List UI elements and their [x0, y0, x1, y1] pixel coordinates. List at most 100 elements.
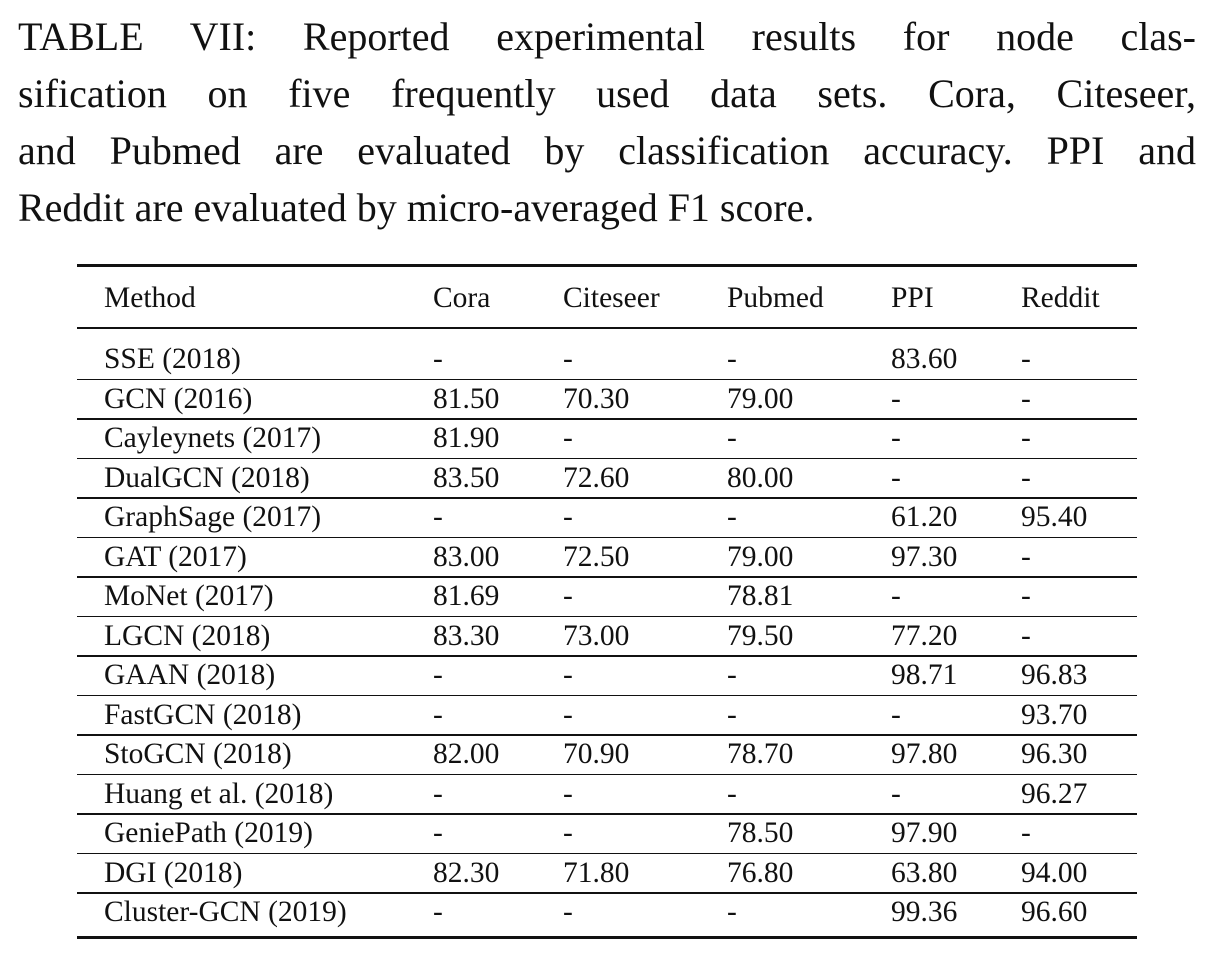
table-cell: 81.69	[433, 580, 500, 612]
table-cell: 78.70	[727, 738, 794, 770]
table-cell: -	[1021, 540, 1031, 573]
table-cell: DGI (2018)	[104, 856, 243, 889]
table-cell: 70.90	[563, 738, 630, 770]
table-cell: -	[433, 817, 443, 849]
table-cell: 61.20	[891, 501, 958, 533]
table-cell: -	[1021, 461, 1031, 494]
table-cell: 77.20	[891, 619, 958, 652]
table-cell: 97.80	[891, 738, 958, 770]
table-cell: LGCN (2018)	[104, 619, 271, 652]
table-cell: 81.50	[433, 382, 500, 415]
table-cell: -	[727, 343, 737, 375]
table-cell: GeniePath (2019)	[104, 817, 313, 849]
table-cell: 97.30	[891, 540, 958, 573]
table-cell: -	[433, 659, 443, 691]
table-cell: 96.30	[1021, 738, 1088, 770]
table-cell: -	[563, 580, 573, 612]
row-rule	[77, 536, 1137, 538]
table-cell: FastGCN (2018)	[104, 698, 302, 731]
table-cell: -	[563, 343, 573, 375]
table-cell: -	[891, 580, 901, 612]
table-cell: 96.27	[1021, 777, 1088, 810]
table-cell: 95.40	[1021, 501, 1088, 533]
table-cell: 73.00	[563, 619, 630, 652]
table-cell: -	[433, 343, 443, 375]
table-cell: Cayleynets (2017)	[104, 422, 322, 454]
table-cell: -	[891, 461, 901, 494]
table-cell: -	[1021, 817, 1031, 849]
table-cell: 79.00	[727, 382, 794, 415]
table-cell: 80.00	[727, 461, 794, 494]
row-rule	[77, 497, 1137, 499]
table-cell: 79.50	[727, 619, 794, 652]
table-cell: StoGCN (2018)	[104, 738, 292, 770]
row-rule	[77, 734, 1137, 736]
header-cell: Reddit	[1021, 282, 1100, 314]
table-cell: 97.90	[891, 817, 958, 849]
table-cell: GraphSage (2017)	[104, 501, 322, 533]
table-cell: 82.00	[433, 738, 500, 770]
row-rule	[77, 418, 1137, 420]
table-cell: 76.80	[727, 856, 794, 889]
caption-line: TABLE VII: Reported experimental results…	[18, 14, 1196, 59]
table-cell: Huang et al. (2018)	[104, 777, 334, 810]
row-rule	[77, 773, 1137, 775]
row-rule	[77, 852, 1137, 854]
table-cell: 81.90	[433, 422, 500, 454]
table-cell: -	[563, 777, 573, 810]
table-cell: -	[727, 777, 737, 810]
bottom-rule	[77, 935, 1137, 939]
header-cell: Method	[104, 282, 196, 314]
table-cell: -	[433, 698, 443, 731]
table-cell: -	[563, 698, 573, 731]
table-cell: 96.60	[1021, 896, 1088, 928]
table-cell: -	[563, 501, 573, 533]
table-cell: -	[1021, 422, 1031, 454]
table-cell: Cluster-GCN (2019)	[104, 896, 347, 928]
table-cell: -	[1021, 343, 1031, 375]
header-cell: PPI	[891, 282, 934, 314]
table-cell: -	[727, 659, 737, 691]
table-cell: 83.50	[433, 461, 500, 494]
table-cell: -	[891, 777, 901, 810]
table-cell: 78.50	[727, 817, 794, 849]
row-rule	[77, 615, 1137, 617]
header-cell: Cora	[433, 282, 491, 314]
table-cell: -	[563, 422, 573, 454]
table-cell: 83.30	[433, 619, 500, 652]
table-cell: 71.80	[563, 856, 630, 889]
row-rule	[77, 655, 1137, 657]
table-cell: -	[433, 501, 443, 533]
table-cell: -	[727, 896, 737, 928]
row-rule	[77, 457, 1137, 459]
table-cell: 94.00	[1021, 856, 1088, 889]
caption-line: sification on five frequently used data …	[18, 71, 1196, 116]
table-cell: -	[433, 777, 443, 810]
table-cell: 93.70	[1021, 698, 1088, 731]
table-cell: GAT (2017)	[104, 540, 247, 573]
table-cell: GCN (2016)	[104, 382, 253, 415]
table-cell: -	[891, 422, 901, 454]
row-rule	[77, 813, 1137, 815]
table-cell: 82.30	[433, 856, 500, 889]
table-cell: 63.80	[891, 856, 958, 889]
table-cell: -	[891, 382, 901, 415]
table-cell: 83.00	[433, 540, 500, 573]
caption-line: and Pubmed are evaluated by classificati…	[18, 128, 1196, 173]
table-cell: 78.81	[727, 580, 794, 612]
table-cell: -	[563, 817, 573, 849]
table-cell: 83.60	[891, 343, 958, 375]
header-cell: Pubmed	[727, 282, 824, 314]
table-cell: -	[1021, 619, 1031, 652]
top-rule	[77, 264, 1137, 267]
row-rule	[77, 576, 1137, 578]
table-cell: -	[727, 501, 737, 533]
table-cell: DualGCN (2018)	[104, 461, 310, 494]
table-cell: 98.71	[891, 659, 958, 691]
header-rule	[77, 327, 1137, 329]
table-cell: 72.60	[563, 461, 630, 494]
table-cell: MoNet (2017)	[104, 580, 274, 612]
table-cell: -	[433, 896, 443, 928]
row-rule	[77, 892, 1137, 894]
